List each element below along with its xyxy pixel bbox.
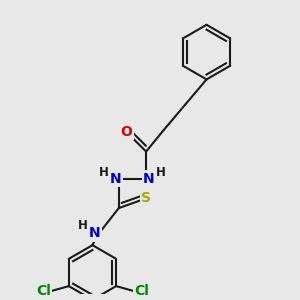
Text: H: H [78,219,88,232]
Text: H: H [99,166,109,178]
Text: N: N [88,226,100,241]
Text: Cl: Cl [36,284,51,298]
Text: Cl: Cl [134,284,149,298]
Text: S: S [141,191,151,206]
Text: H: H [156,166,166,178]
Text: O: O [121,125,133,139]
Text: N: N [143,172,155,186]
Text: N: N [110,172,122,186]
